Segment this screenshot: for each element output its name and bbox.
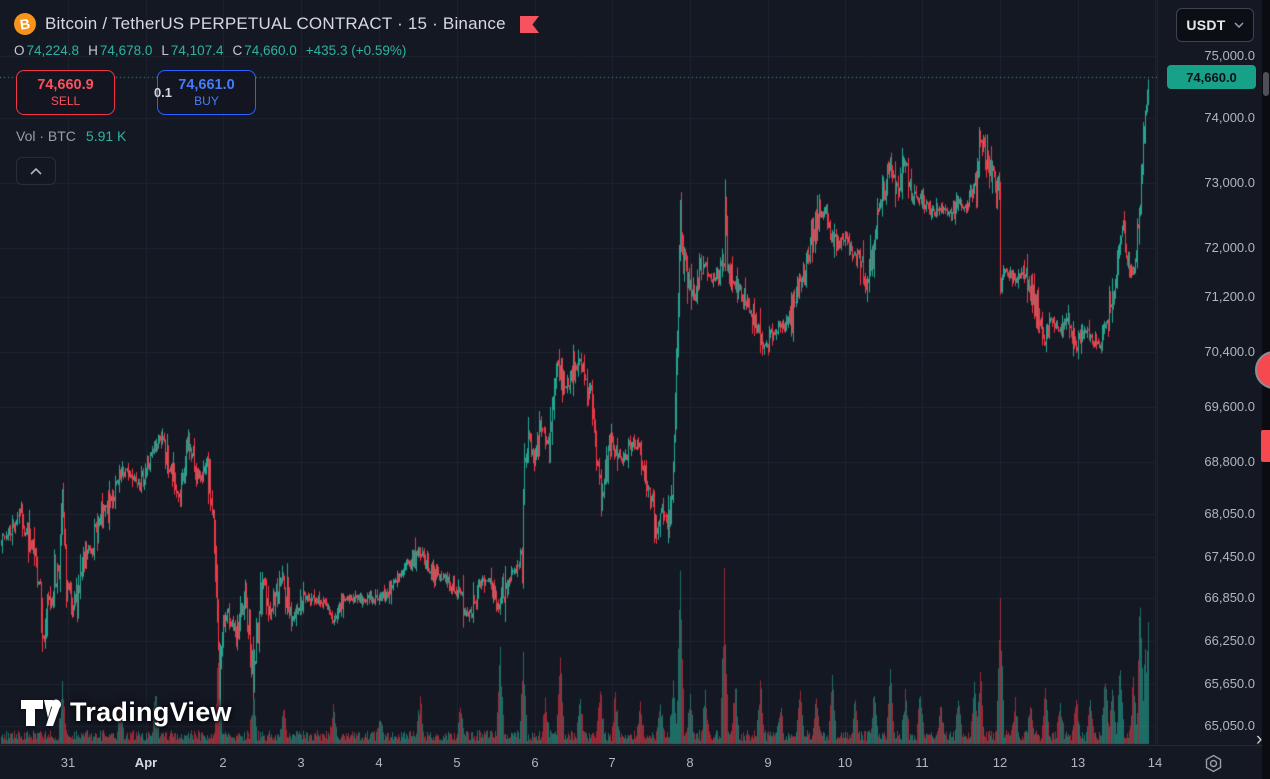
change-value: +435.3 (+0.59%) [305, 43, 407, 58]
time-axis-label: 9 [764, 755, 772, 770]
time-axis-label: 14 [1147, 755, 1163, 770]
notification-widget-icon[interactable] [1261, 430, 1270, 462]
collapse-button[interactable] [16, 157, 56, 185]
time-axis-label: Apr [134, 755, 158, 770]
time-axis-label: 7 [608, 755, 616, 770]
trade-panel: 74,660.9 SELL 74,661.0 BUY 0.1 [16, 70, 256, 115]
low-value: 74,107.4 [170, 43, 224, 58]
volume-indicator-row: Vol · BTC 5.91 K [16, 128, 126, 144]
price-axis-label: 65,650.0 [1204, 676, 1255, 691]
chevron-right-icon: › [1256, 729, 1263, 750]
price-axis[interactable]: 74,660.0 75,000.0 74,000.0 73,000.0 72,000.… [1157, 0, 1263, 745]
price-axis-label: 72,000.0 [1204, 240, 1255, 255]
buy-button[interactable]: 74,661.0 BUY [157, 70, 256, 115]
close-value: 74,660.0 [244, 43, 297, 58]
currency-selector[interactable]: USDT [1176, 8, 1254, 42]
time-axis-label: 3 [297, 755, 305, 770]
last-price-tag: 74,660.0 [1167, 65, 1256, 89]
volume-label: Vol · BTC [16, 128, 76, 144]
time-axis-label: 12 [992, 755, 1008, 770]
low-label: L [161, 43, 169, 58]
close-label: C [232, 43, 243, 58]
open-label: O [14, 43, 25, 58]
price-axis-label: 67,450.0 [1204, 549, 1255, 564]
sell-price: 74,660.9 [37, 77, 94, 93]
price-chart-canvas[interactable] [0, 0, 1157, 745]
scrollbar[interactable] [1262, 0, 1270, 779]
price-axis-label: 70,400.0 [1204, 344, 1255, 359]
watermark-text: TradingView [70, 697, 232, 727]
bitcoin-icon: B [12, 11, 38, 37]
price-axis-label: 66,850.0 [1204, 590, 1255, 605]
volume-value: 5.91 K [85, 128, 127, 144]
quantity-value[interactable]: 0.1 [153, 85, 173, 100]
price-axis-label: 66,250.0 [1204, 633, 1255, 648]
sell-button[interactable]: 74,660.9 SELL [16, 70, 115, 115]
time-axis-label: 4 [375, 755, 383, 770]
scroll-right-button[interactable]: › [1256, 727, 1270, 753]
time-axis-label: 11 [915, 755, 929, 770]
price-axis-label: 75,000.0 [1204, 48, 1255, 63]
time-axis[interactable]: 31 Apr 2 3 4 5 6 7 8 9 10 11 12 13 14 [0, 745, 1262, 779]
price-axis-label: 65,050.0 [1204, 718, 1255, 733]
buy-label: BUY [194, 94, 219, 108]
time-axis-label: 13 [1070, 755, 1086, 770]
symbol-title[interactable]: Bitcoin / TetherUS PERPETUAL CONTRACT · … [45, 14, 506, 33]
time-axis-label: 8 [686, 755, 694, 770]
time-axis-label: 5 [453, 755, 461, 770]
buy-price: 74,661.0 [178, 77, 235, 93]
watermark[interactable]: TradingView [20, 697, 232, 728]
price-axis-label: 73,000.0 [1204, 175, 1255, 190]
sell-label: SELL [50, 94, 81, 108]
tradingview-logo-icon [21, 699, 61, 726]
high-label: H [88, 43, 98, 58]
price-axis-label: 71,200.0 [1204, 289, 1255, 304]
symbol-legend: B Bitcoin / TetherUS PERPETUAL CONTRACT … [12, 0, 539, 58]
currency-value: USDT [1186, 17, 1226, 33]
settings-gear-icon[interactable] [1204, 754, 1223, 773]
chevron-down-icon [1234, 22, 1244, 28]
price-axis-label: 68,800.0 [1204, 454, 1255, 469]
price-axis-label: 69,600.0 [1204, 399, 1255, 414]
time-axis-label: 6 [531, 755, 539, 770]
ohlc-row: O 74,224.8 H 74,678.0 L 74,107.4 C 74,660.0 … [14, 43, 539, 58]
price-axis-label: 68,050.0 [1204, 506, 1255, 521]
flag-icon[interactable] [519, 15, 539, 33]
time-axis-label: 31 [60, 755, 76, 770]
scrollbar-thumb[interactable] [1263, 72, 1269, 96]
time-axis-label: 10 [837, 755, 853, 770]
open-value: 74,224.8 [26, 43, 80, 58]
time-axis-label: 2 [219, 755, 227, 770]
high-value: 74,678.0 [99, 43, 153, 58]
price-axis-label: 74,000.0 [1204, 110, 1255, 125]
chevron-up-icon [30, 167, 42, 175]
